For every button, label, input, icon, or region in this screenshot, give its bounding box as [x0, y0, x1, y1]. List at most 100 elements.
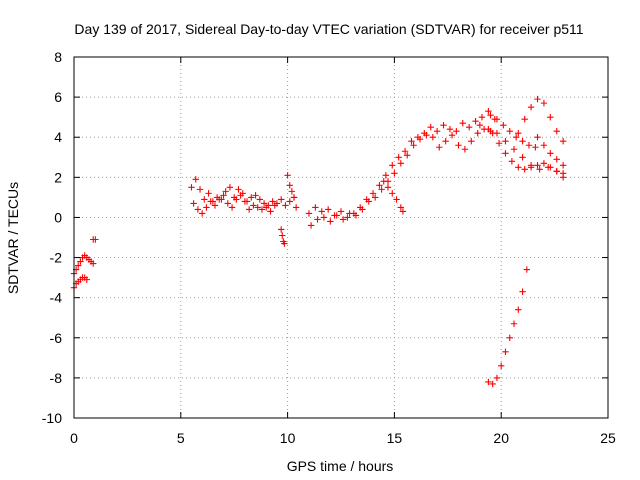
- data-point: [192, 176, 199, 183]
- series-segment-13: [487, 111, 539, 151]
- data-point: [92, 236, 99, 243]
- data-point: [506, 334, 513, 341]
- data-point: [382, 172, 390, 179]
- data-point: [318, 208, 325, 215]
- data-point: [515, 164, 522, 171]
- data-layer: [70, 95, 567, 388]
- data-point: [277, 226, 285, 233]
- data-point: [429, 134, 437, 141]
- data-point: [228, 204, 236, 211]
- axes: 0 5 10 15 20 25 -10 -8 -6 -4 -2 0 2 4 6 8: [42, 49, 616, 446]
- data-point: [226, 184, 234, 191]
- y-tick-label: 2: [54, 169, 62, 185]
- data-point: [90, 260, 97, 267]
- series-segment-10: [380, 178, 407, 215]
- grid: [74, 57, 608, 418]
- data-point: [515, 130, 522, 137]
- data-point: [248, 194, 255, 201]
- data-point: [378, 186, 385, 193]
- data-point: [525, 142, 533, 149]
- data-point: [423, 132, 430, 139]
- series-segment-6: [277, 226, 288, 247]
- y-tick-label: -10: [42, 410, 62, 426]
- data-point: [245, 206, 253, 213]
- data-point: [519, 288, 526, 295]
- data-point: [198, 210, 206, 217]
- data-point: [534, 162, 541, 169]
- data-point: [399, 208, 407, 215]
- data-point: [489, 130, 496, 137]
- plot-frame: [73, 56, 609, 419]
- data-point: [284, 172, 291, 179]
- series-segment-7: [284, 172, 300, 211]
- data-point: [468, 138, 475, 145]
- data-point: [521, 166, 528, 173]
- data-point: [376, 182, 383, 189]
- data-point: [495, 140, 503, 147]
- data-point: [502, 150, 509, 157]
- series-segment-12: [489, 130, 567, 177]
- data-point: [510, 146, 518, 153]
- y-tick-label: 0: [54, 209, 62, 225]
- data-point: [281, 240, 288, 247]
- data-point: [286, 198, 293, 205]
- data-point: [502, 348, 509, 356]
- data-point: [207, 198, 214, 205]
- x-tick-label: 20: [493, 430, 509, 446]
- y-tick-label: 4: [54, 129, 62, 145]
- data-point: [205, 190, 212, 197]
- data-point: [260, 200, 268, 207]
- x-tick-label: 5: [177, 430, 185, 446]
- data-point: [540, 142, 548, 149]
- data-point: [559, 170, 567, 177]
- series-segment-16: [485, 266, 531, 388]
- data-point: [307, 222, 315, 229]
- data-point: [305, 210, 313, 217]
- data-point: [498, 362, 505, 370]
- data-point: [508, 158, 516, 165]
- data-point: [369, 190, 377, 197]
- data-point: [401, 148, 409, 155]
- x-tick-label: 25: [600, 430, 616, 446]
- data-point: [527, 164, 535, 171]
- data-point: [410, 142, 417, 149]
- data-point: [211, 202, 219, 209]
- data-point: [487, 111, 494, 119]
- data-point: [258, 206, 266, 213]
- data-point: [216, 196, 223, 203]
- data-point: [188, 184, 195, 191]
- data-point: [250, 202, 257, 209]
- data-point: [553, 128, 560, 135]
- y-tick-label: -2: [50, 250, 63, 266]
- series-segment-14: [515, 95, 567, 145]
- data-point: [404, 152, 411, 159]
- data-point: [256, 196, 264, 203]
- data-point: [352, 212, 360, 219]
- data-point: [290, 194, 298, 201]
- data-point: [395, 154, 402, 161]
- data-point: [267, 208, 274, 215]
- data-point: [485, 378, 492, 386]
- y-tick-label: -8: [50, 370, 63, 386]
- data-point: [314, 216, 321, 223]
- data-point: [312, 204, 319, 211]
- data-point: [433, 128, 441, 135]
- data-point: [237, 192, 244, 199]
- data-point: [75, 262, 82, 269]
- y-axis-label: SDTVAR / TECUs: [5, 182, 21, 294]
- data-point: [547, 164, 554, 171]
- data-point: [493, 115, 501, 123]
- data-point: [519, 154, 526, 161]
- data-point: [220, 192, 227, 199]
- data-point: [459, 119, 466, 127]
- data-point: [380, 178, 387, 185]
- data-point: [442, 138, 449, 145]
- data-point: [344, 214, 351, 221]
- data-point: [506, 128, 513, 135]
- data-point: [532, 144, 539, 151]
- data-point: [500, 121, 507, 129]
- data-point: [196, 186, 204, 193]
- data-point: [523, 266, 531, 273]
- data-point: [416, 136, 424, 143]
